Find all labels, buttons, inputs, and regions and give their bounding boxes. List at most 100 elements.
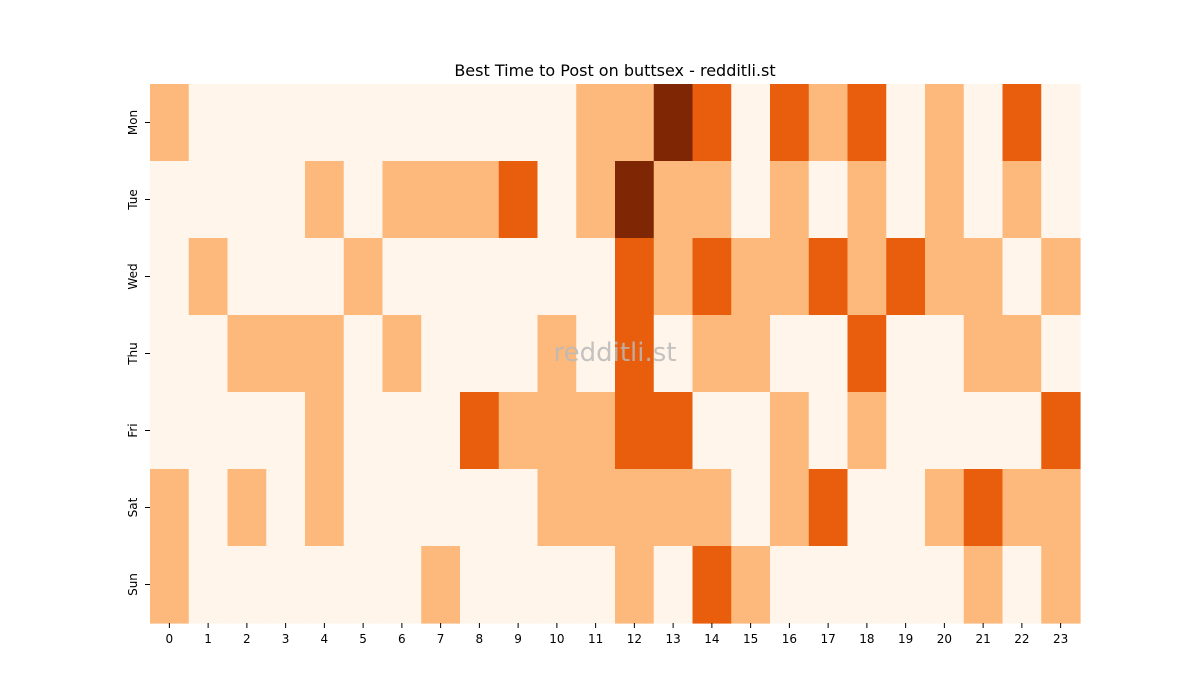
heatmap-cell-tue-13 xyxy=(653,161,694,239)
heatmap-cell-mon-0 xyxy=(150,84,190,162)
heatmap-cell-sun-5 xyxy=(343,546,384,624)
heatmap-cell-sun-18 xyxy=(847,546,887,624)
heatmap-cell-thu-22 xyxy=(1002,315,1042,393)
heatmap-cell-sat-21 xyxy=(963,469,1004,547)
heatmap-cell-tue-3 xyxy=(266,161,306,239)
heatmap-cell-sun-8 xyxy=(460,546,500,624)
heatmap-cell-thu-7 xyxy=(421,315,461,393)
heatmap-cell-sun-20 xyxy=(925,546,965,624)
heatmap-cell-wed-14 xyxy=(692,238,732,316)
heatmap-cell-mon-17 xyxy=(808,84,849,162)
heatmap-cell-mon-8 xyxy=(460,84,500,162)
y-tick-label: Fri xyxy=(126,423,140,437)
heatmap-cell-sun-12 xyxy=(615,546,655,624)
heatmap-cell-wed-5 xyxy=(343,238,384,316)
heatmap-cell-thu-13 xyxy=(653,315,694,393)
heatmap-cell-sun-16 xyxy=(770,546,810,624)
heatmap-cell-tue-7 xyxy=(421,161,461,239)
x-tick-label: 9 xyxy=(514,632,522,646)
heatmap-cell-thu-6 xyxy=(382,315,422,393)
heatmap-cell-sat-0 xyxy=(150,469,190,547)
heatmap-cell-wed-6 xyxy=(382,238,422,316)
heatmap-cell-sat-6 xyxy=(382,469,422,547)
heatmap-cell-thu-1 xyxy=(188,315,229,393)
heatmap-cell-thu-8 xyxy=(460,315,500,393)
heatmap-cell-wed-0 xyxy=(150,238,190,316)
heatmap-cell-sun-17 xyxy=(808,546,849,624)
heatmap-cell-fri-12 xyxy=(615,392,655,470)
heatmap-cell-thu-11 xyxy=(576,315,616,393)
heatmap-cell-sat-12 xyxy=(615,469,655,547)
heatmap-cell-tue-6 xyxy=(382,161,422,239)
heatmap-cell-tue-2 xyxy=(227,161,267,239)
heatmap-cell-wed-23 xyxy=(1041,238,1081,316)
heatmap-cell-sat-8 xyxy=(460,469,500,547)
heatmap-cell-wed-17 xyxy=(808,238,849,316)
heatmap-cell-fri-19 xyxy=(886,392,926,470)
heatmap-cell-fri-6 xyxy=(382,392,422,470)
heatmap-cell-thu-16 xyxy=(770,315,810,393)
heatmap-cell-mon-12 xyxy=(615,84,655,162)
heatmap-cell-sun-14 xyxy=(692,546,732,624)
heatmap-cell-sat-20 xyxy=(925,469,965,547)
heatmap-cell-sat-4 xyxy=(305,469,345,547)
heatmap-cell-thu-15 xyxy=(731,315,771,393)
heatmap-cell-sun-7 xyxy=(421,546,461,624)
x-tick-label: 5 xyxy=(359,632,367,646)
heatmap-cell-mon-11 xyxy=(576,84,616,162)
heatmap-cell-fri-20 xyxy=(925,392,965,470)
x-tick-label: 23 xyxy=(1053,632,1068,646)
heatmap-cell-fri-14 xyxy=(692,392,732,470)
heatmap-cell-sun-15 xyxy=(731,546,771,624)
heatmap-cell-fri-1 xyxy=(188,392,229,470)
x-tick-label: 13 xyxy=(665,632,680,646)
heatmap-cell-mon-16 xyxy=(770,84,810,162)
heatmap-cell-wed-20 xyxy=(925,238,965,316)
heatmap-cell-tue-0 xyxy=(150,161,190,239)
heatmap-cell-mon-3 xyxy=(266,84,306,162)
heatmap-cell-tue-1 xyxy=(188,161,229,239)
heatmap-cell-mon-13 xyxy=(653,84,694,162)
x-tick-label: 22 xyxy=(1014,632,1029,646)
heatmap-cell-tue-5 xyxy=(343,161,384,239)
heatmap-cell-tue-22 xyxy=(1002,161,1042,239)
x-tick-label: 6 xyxy=(398,632,406,646)
x-axis: 0 1 2 3 4 5 6 7 8 9 10 11 12 13 14 15 16 17 18 19 20 21 22 23 xyxy=(166,623,1068,646)
y-tick-label: Mon xyxy=(126,110,140,135)
heatmap-cell-tue-9 xyxy=(498,161,539,239)
heatmap-cell-thu-19 xyxy=(886,315,926,393)
x-tick-label: 12 xyxy=(627,632,642,646)
x-tick-label: 7 xyxy=(437,632,445,646)
heatmap-cell-sat-3 xyxy=(266,469,306,547)
heatmap-cell-sun-4 xyxy=(305,546,345,624)
heatmap-cell-thu-20 xyxy=(925,315,965,393)
heatmap-cell-wed-9 xyxy=(498,238,539,316)
heatmap-cell-sat-5 xyxy=(343,469,384,547)
heatmap-cell-thu-3 xyxy=(266,315,306,393)
heatmap-cell-thu-23 xyxy=(1041,315,1081,393)
y-tick-label: Sat xyxy=(126,497,140,517)
y-tick-label: Tue xyxy=(126,189,140,211)
heatmap-cell-sat-17 xyxy=(808,469,849,547)
heatmap-cell-sun-10 xyxy=(537,546,577,624)
heatmap-cell-sun-23 xyxy=(1041,546,1081,624)
heatmap-cell-fri-21 xyxy=(963,392,1004,470)
heatmap-cell-mon-19 xyxy=(886,84,926,162)
heatmap-cell-sun-11 xyxy=(576,546,616,624)
watermark: redditli.st xyxy=(554,338,677,368)
heatmap-cell-sat-13 xyxy=(653,469,694,547)
heatmap-cell-mon-4 xyxy=(305,84,345,162)
heatmap-cell-mon-23 xyxy=(1041,84,1081,162)
heatmap-cell-tue-17 xyxy=(808,161,849,239)
heatmap-cell-mon-9 xyxy=(498,84,539,162)
heatmap-cell-wed-4 xyxy=(305,238,345,316)
heatmap-cell-mon-7 xyxy=(421,84,461,162)
heatmap-cell-thu-2 xyxy=(227,315,267,393)
heatmap-cell-wed-12 xyxy=(615,238,655,316)
heatmap-cell-thu-14 xyxy=(692,315,732,393)
chart-title: Best Time to Post on buttsex - redditli.… xyxy=(454,61,775,80)
heatmap-cells xyxy=(150,84,1081,624)
heatmap-cell-sun-19 xyxy=(886,546,926,624)
